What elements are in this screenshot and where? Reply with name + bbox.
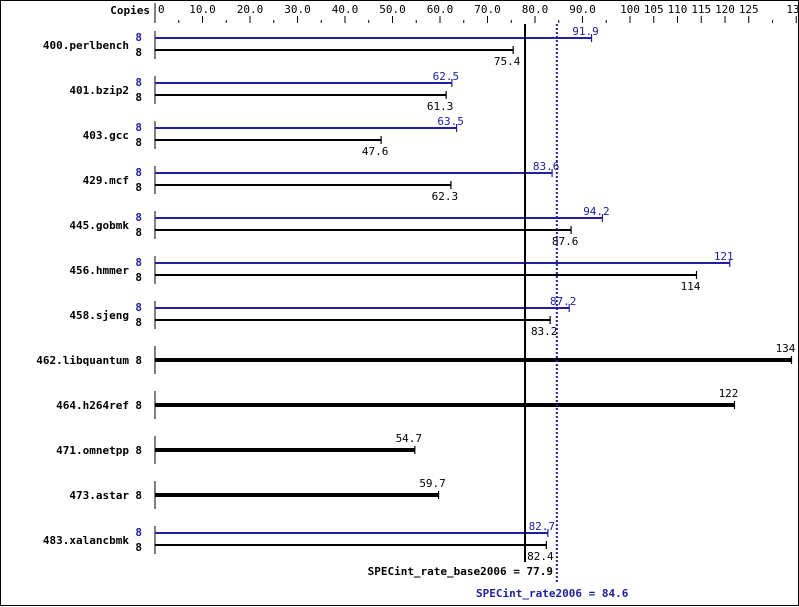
tick-label: 110	[668, 3, 688, 16]
tick-label: 100	[620, 3, 640, 16]
base-value-label: 83.2	[531, 325, 558, 338]
base-copies: 8	[135, 354, 142, 367]
tick-label: 70.0	[474, 3, 501, 16]
tick-label: 120	[715, 3, 735, 16]
base-copies: 8	[135, 91, 142, 104]
peak-value-label: 91.9	[572, 25, 599, 38]
benchmark-name: 483.xalancbmk	[43, 534, 129, 547]
base-value-label: 61.3	[427, 100, 454, 113]
axis-label: Copies	[110, 4, 150, 17]
benchmark-name: 462.libquantum	[36, 354, 129, 367]
base-value-label: 134	[776, 342, 796, 355]
peak-copies: 8	[135, 211, 142, 224]
peak-copies: 8	[135, 31, 142, 44]
tick-label: 125	[739, 3, 759, 16]
peak-value-label: 121	[714, 250, 734, 263]
base-value-label: 47.6	[362, 145, 389, 158]
base-value-label: 75.4	[494, 55, 521, 68]
peak-copies: 8	[135, 121, 142, 134]
base-value-label: 122	[719, 387, 739, 400]
benchmark-name: 464.h264ref	[56, 399, 129, 412]
base-copies: 8	[135, 541, 142, 554]
base-copies: 8	[135, 226, 142, 239]
benchmark-name: 445.gobmk	[69, 219, 129, 232]
tick-label: 80.0	[522, 3, 549, 16]
base-value-label: 114	[681, 280, 701, 293]
base-copies: 8	[135, 46, 142, 59]
peak-copies: 8	[135, 166, 142, 179]
peak-value-label: 87.2	[550, 295, 577, 308]
base-copies: 8	[135, 489, 142, 502]
tick-label: 50.0	[379, 3, 406, 16]
peak-copies: 8	[135, 76, 142, 89]
base-value-label: 82.4	[527, 550, 554, 563]
benchmark-name: 401.bzip2	[69, 84, 129, 97]
tick-label: 30.0	[284, 3, 311, 16]
peak-copies: 8	[135, 526, 142, 539]
base-summary-label: SPECint_rate_base2006 = 77.9	[368, 565, 553, 578]
base-value-label: 87.6	[552, 235, 579, 248]
benchmark-name: 400.perlbench	[43, 39, 129, 52]
tick-label: 60.0	[427, 3, 454, 16]
benchmark-name: 473.astar	[69, 489, 129, 502]
peak-value-label: 83.6	[533, 160, 560, 173]
tick-label: 105	[644, 3, 664, 16]
base-copies: 8	[135, 316, 142, 329]
benchmark-name: 429.mcf	[83, 174, 129, 187]
peak-value-label: 63.5	[437, 115, 464, 128]
base-copies: 8	[135, 136, 142, 149]
tick-label: 20.0	[237, 3, 264, 16]
peak-copies: 8	[135, 301, 142, 314]
base-value-label: 54.7	[396, 432, 423, 445]
base-copies: 8	[135, 399, 142, 412]
benchmark-name: 456.hmmer	[69, 264, 129, 277]
tick-label: 0	[158, 3, 165, 16]
peak-summary-label: SPECint_rate2006 = 84.6	[476, 587, 629, 600]
tick-label: 115	[691, 3, 711, 16]
base-copies: 8	[135, 181, 142, 194]
peak-value-label: 94.2	[583, 205, 610, 218]
benchmark-name: 471.omnetpp	[56, 444, 129, 457]
base-value-label: 59.7	[419, 477, 446, 490]
peak-value-label: 62.5	[433, 70, 460, 83]
peak-copies: 8	[135, 256, 142, 269]
tick-label: 90.0	[569, 3, 596, 16]
base-copies: 8	[135, 271, 142, 284]
tick-label: 135	[786, 3, 799, 16]
benchmark-name: 458.sjeng	[69, 309, 129, 322]
peak-value-label: 82.7	[529, 520, 556, 533]
benchmark-name: 403.gcc	[83, 129, 129, 142]
base-copies: 8	[135, 444, 142, 457]
tick-label: 40.0	[332, 3, 359, 16]
base-value-label: 62.3	[432, 190, 459, 203]
tick-label: 10.0	[189, 3, 216, 16]
